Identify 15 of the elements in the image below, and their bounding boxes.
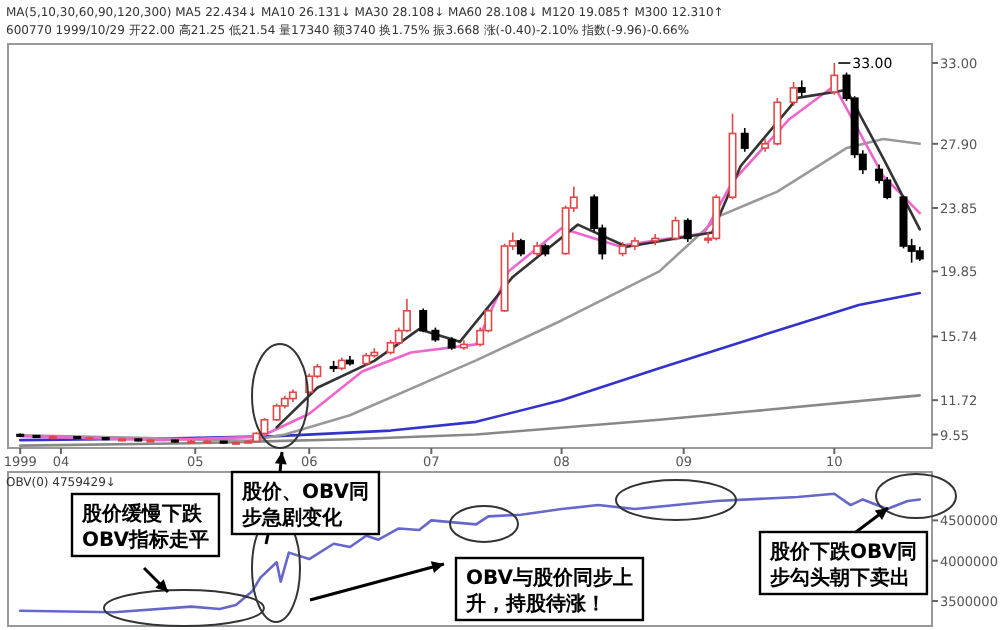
candlestick <box>789 81 798 107</box>
candlestick <box>683 217 692 243</box>
candlestick <box>740 127 749 153</box>
annotation: 股价下跌OBV同步勾头朝下卖出 <box>768 540 917 590</box>
annotation: 股价、OBV同步急剧变化 <box>240 480 369 530</box>
candlestick <box>671 215 680 242</box>
annotation: 股价缓慢下跌OBV指标走平 <box>80 502 209 552</box>
candlestick <box>830 62 839 96</box>
line-series <box>18 394 922 447</box>
candlestick <box>712 193 721 242</box>
candlestick <box>773 97 782 147</box>
line-series <box>18 291 922 442</box>
annotation: OBV与股价同步上升，持股待涨！ <box>464 566 633 616</box>
candlestick <box>419 307 428 334</box>
line-series <box>18 137 922 443</box>
